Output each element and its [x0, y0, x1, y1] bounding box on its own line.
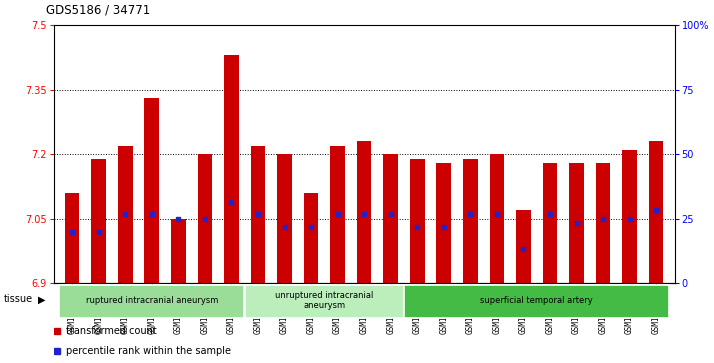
- Bar: [277, 154, 292, 283]
- Bar: [357, 141, 371, 283]
- Text: superficial temporal artery: superficial temporal artery: [481, 296, 593, 305]
- Bar: [118, 146, 133, 283]
- Bar: [543, 163, 557, 283]
- Bar: [65, 193, 79, 283]
- Bar: [91, 159, 106, 283]
- Text: tissue: tissue: [4, 294, 33, 305]
- Bar: [198, 154, 212, 283]
- Bar: [569, 163, 584, 283]
- Bar: [649, 141, 663, 283]
- Text: GDS5186 / 34771: GDS5186 / 34771: [46, 3, 151, 16]
- Bar: [404, 285, 669, 318]
- Text: ▶: ▶: [38, 294, 46, 305]
- Bar: [595, 163, 610, 283]
- Bar: [490, 154, 504, 283]
- Bar: [623, 150, 637, 283]
- Bar: [224, 56, 238, 283]
- Text: ruptured intracranial aneurysm: ruptured intracranial aneurysm: [86, 296, 218, 305]
- Text: unruptured intracranial
aneurysm: unruptured intracranial aneurysm: [275, 291, 373, 310]
- Bar: [303, 193, 318, 283]
- Text: percentile rank within the sample: percentile rank within the sample: [66, 346, 231, 356]
- Bar: [516, 210, 531, 283]
- Bar: [59, 285, 244, 318]
- Text: transformed count: transformed count: [66, 326, 157, 336]
- Bar: [171, 219, 186, 283]
- Bar: [463, 159, 478, 283]
- Bar: [331, 146, 345, 283]
- Bar: [436, 163, 451, 283]
- Bar: [144, 98, 159, 283]
- Bar: [383, 154, 398, 283]
- Bar: [245, 285, 403, 318]
- Bar: [251, 146, 266, 283]
- Bar: [410, 159, 425, 283]
